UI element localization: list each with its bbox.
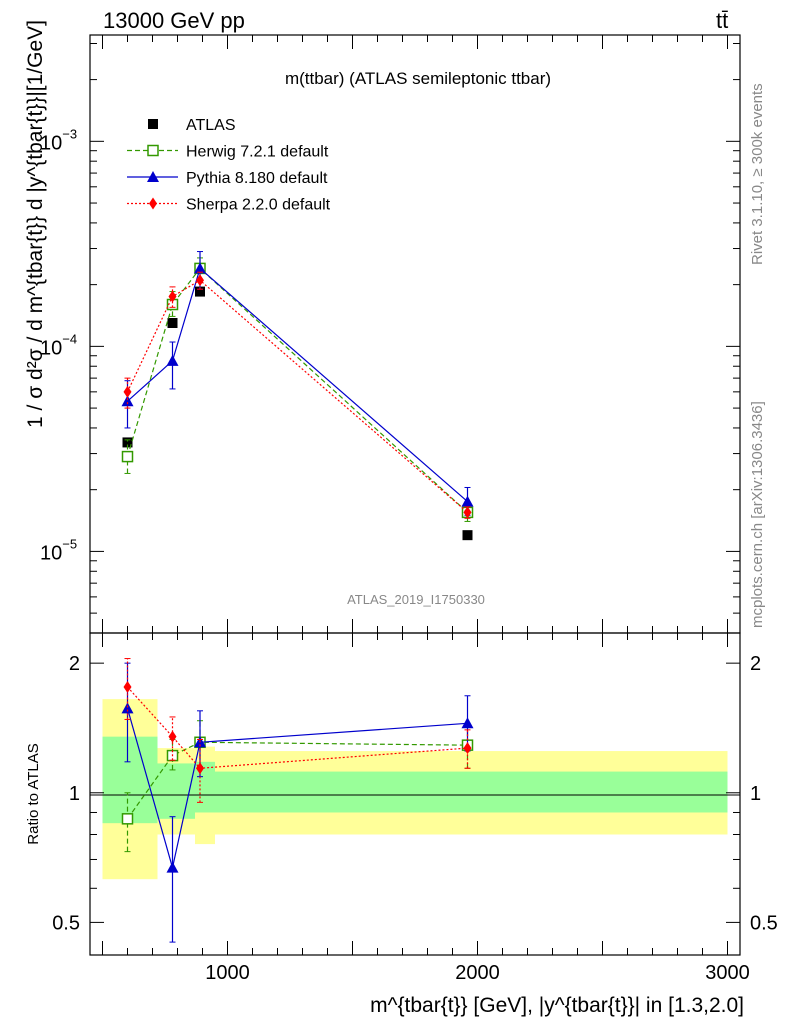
ratio-y-tick-label: 1 — [69, 783, 80, 805]
legend: ATLAS Herwig 7.2.1 default Pythia 8.180 de… — [127, 117, 331, 214]
main-pythia-point — [121, 395, 134, 407]
uncertainty-bands — [102, 699, 728, 880]
main-herwig-line — [126, 267, 468, 513]
green-band — [215, 771, 728, 813]
ratio-herwig-point — [121, 813, 134, 825]
main-plot-area — [121, 251, 474, 541]
ratio-sherpa-point — [123, 681, 132, 694]
main-y-axis-label: 1 / σ d²σ / d m^{tbar{t}} d |y^{tbar{t}}… — [24, 20, 47, 428]
main-pythia-line — [127, 267, 468, 503]
analysis-label: ATLAS_2019_I1750330 — [347, 592, 485, 607]
main-sherpa-point — [168, 290, 177, 303]
main-pythia-point — [461, 495, 474, 507]
ratio-pythia-point — [166, 861, 179, 873]
main-sherpa-point — [123, 385, 132, 398]
ratio-axes: 0.5 0.5 1 1 2 2 1000 2000 3000 — [52, 633, 778, 984]
main-y-tick-label: 10−5 — [40, 536, 77, 564]
ratio-y-tick-label-right: 1 — [750, 783, 761, 805]
legend-sherpa-label: Sherpa 2.2.0 default — [186, 197, 331, 214]
main-panel: 10−510−410−3 m(ttbar) (ATLAS semileptoni… — [24, 20, 741, 634]
main-atlas-point — [167, 317, 178, 328]
ratio-y-axis-label: Ratio to ATLAS — [25, 743, 42, 844]
x-tick-label: 2000 — [455, 962, 500, 984]
main-axes: 10−510−410−3 — [40, 35, 740, 634]
main-atlas-point — [122, 437, 133, 448]
ratio-sherpa-point — [196, 762, 204, 775]
legend-pythia-marker — [147, 171, 159, 182]
ratio-frame — [89, 632, 741, 956]
main-sherpa-point — [196, 274, 204, 287]
main-y-tick-exponent: −5 — [62, 536, 77, 551]
ratio-pythia-point — [461, 717, 474, 729]
channel-label: tt̄ — [716, 8, 728, 33]
ratio-y-tick-label-right: 2 — [750, 653, 761, 675]
ratio-panel: 0.5 0.5 1 1 2 2 1000 2000 3000 Ratio to ATLAS m^… — [25, 632, 778, 1017]
legend-atlas-marker — [148, 119, 158, 129]
ratio-pythia-point — [121, 702, 134, 714]
main-sherpa-line — [126, 279, 468, 513]
legend-herwig-label: Herwig 7.2.1 default — [186, 144, 329, 161]
main-sherpa-point — [463, 506, 472, 519]
mcplots-label: mcplots.cern.ch [arXiv:1306.3436] — [749, 401, 766, 628]
legend-herwig-marker — [147, 144, 159, 157]
ratio-sherpa-point — [168, 730, 177, 743]
ratio-plot-area — [121, 658, 474, 943]
ratio-sherpa-point — [463, 742, 472, 755]
main-atlas-point — [462, 530, 473, 541]
main-y-tick-exponent: −4 — [62, 331, 77, 346]
ratio-sherpa-line — [127, 686, 468, 769]
green-band — [102, 736, 158, 824]
legend-sherpa-marker — [149, 197, 157, 210]
main-pythia-point — [194, 262, 206, 274]
ratio-y-tick-label: 0.5 — [52, 912, 80, 934]
legend-atlas-label: ATLAS — [186, 117, 236, 134]
rivet-label: Rivet 3.1.10, ≥ 300k events — [749, 83, 766, 265]
main-y-tick-exponent: −3 — [62, 126, 77, 141]
main-herwig-point — [121, 450, 134, 463]
x-tick-label: 3000 — [705, 962, 750, 984]
ratio-y-tick-label: 2 — [69, 653, 80, 675]
main-atlas-point — [195, 286, 205, 297]
chart-title: m(ttbar) (ATLAS semileptonic ttbar) — [285, 69, 551, 88]
main-pythia-point — [166, 354, 179, 366]
process-label: 13000 GeV pp — [103, 8, 245, 33]
ratio-y-tick-label-right: 0.5 — [750, 912, 778, 934]
ratio-pythia-line — [126, 708, 468, 868]
legend-pythia-label: Pythia 8.180 default — [186, 170, 328, 187]
ratio-herwig-line — [127, 741, 468, 820]
x-tick-label: 1000 — [205, 962, 250, 984]
x-axis-label: m^{tbar{t}} [GeV], |y^{tbar{t}}| in [1.3… — [370, 994, 744, 1017]
